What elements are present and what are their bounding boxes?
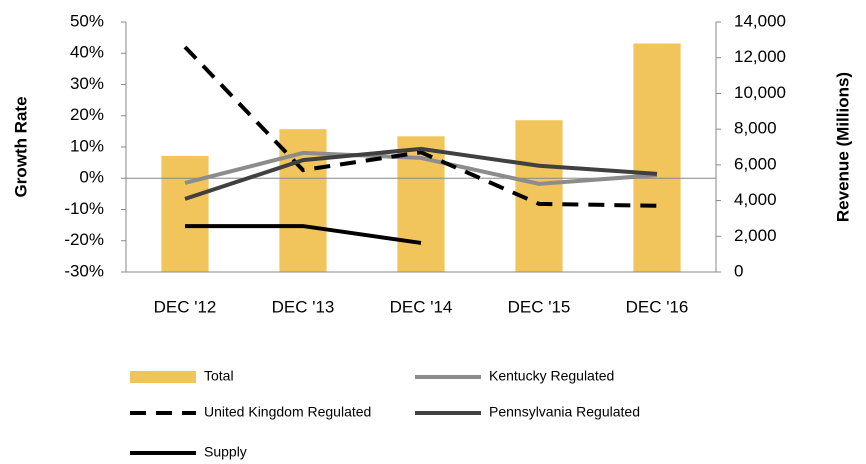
y-tick-label: 0%	[79, 168, 104, 187]
bar	[633, 43, 681, 272]
y-tick-label: -30%	[64, 261, 104, 280]
y2-tick-label: 12,000	[734, 47, 786, 66]
legend-label: Kentucky Regulated	[489, 368, 614, 384]
x-tick-label: DEC '14	[390, 297, 453, 316]
y2-axis-label: Revenue (Millions)	[833, 72, 852, 222]
x-tick-label: DEC '12	[154, 297, 217, 316]
y2-tick-label: 8,000	[734, 119, 777, 138]
legend-label: United Kingdom Regulated	[204, 404, 371, 420]
y-tick-label: 20%	[70, 105, 104, 124]
y-tick-label: 10%	[70, 136, 104, 155]
line-series	[184, 150, 658, 186]
legend-label: Supply	[204, 444, 247, 460]
line-series	[184, 146, 658, 201]
y2-tick-label: 2,000	[734, 226, 777, 245]
x-tick-label: DEC '15	[508, 297, 571, 316]
y-tick-label: 50%	[70, 11, 104, 30]
x-tick-label: DEC '16	[626, 297, 689, 316]
y-axis-label: Growth Rate	[11, 96, 30, 197]
legend-label: Pennsylvania Regulated	[489, 404, 640, 420]
y2-tick-label: 6,000	[734, 154, 777, 173]
y-tick-label: 40%	[70, 43, 104, 62]
y2-tick-label: 4,000	[734, 190, 777, 209]
x-tick-label: DEC '13	[272, 297, 335, 316]
y-tick-label: 30%	[70, 74, 104, 93]
y2-tick-label: 10,000	[734, 83, 786, 102]
y2-tick-label: 0	[734, 261, 743, 280]
y2-tick-label: 14,000	[734, 11, 786, 30]
line-series	[185, 224, 422, 245]
y-tick-label: -20%	[64, 230, 104, 249]
bar	[161, 155, 209, 272]
y-tick-label: -10%	[64, 199, 104, 218]
legend-swatch	[130, 371, 196, 383]
legend-label: Total	[204, 368, 234, 384]
line-series	[183, 45, 658, 208]
